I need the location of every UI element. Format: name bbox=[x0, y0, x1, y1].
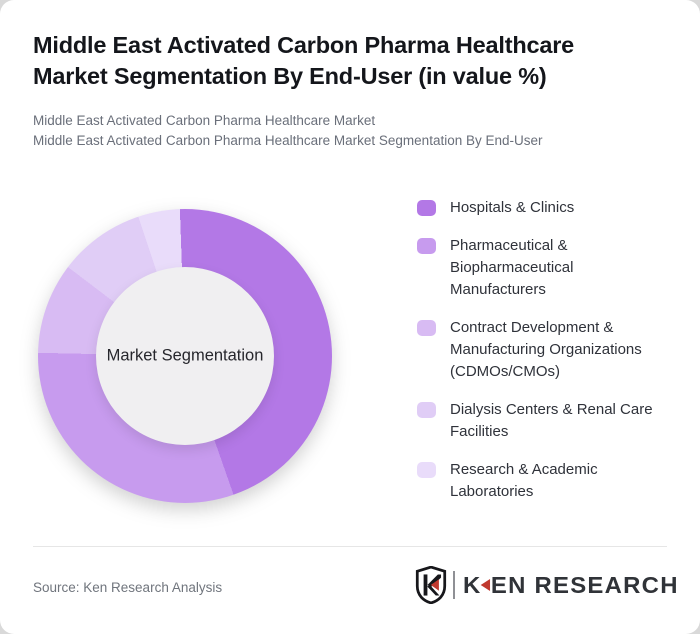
legend-swatch-icon bbox=[417, 402, 436, 418]
donut-center-label: Market Segmentation bbox=[106, 346, 264, 365]
shield-red-triangle-icon bbox=[430, 579, 439, 591]
legend-swatch-icon bbox=[417, 238, 436, 254]
subtitle-line-2: Middle East Activated Carbon Pharma Heal… bbox=[33, 133, 543, 148]
legend: Hospitals & Clinics Pharmaceutical & Bio… bbox=[417, 197, 669, 503]
legend-item-label: Dialysis Centers & Renal Care Facilities bbox=[450, 401, 653, 440]
legend-item-label: Pharmaceutical & Biopharmaceutical Manuf… bbox=[450, 237, 574, 298]
legend-item: Dialysis Centers & Renal Care Facilities bbox=[417, 399, 669, 443]
legend-item: Research & Academic Laboratories bbox=[417, 459, 669, 503]
legend-swatch-icon bbox=[417, 320, 436, 336]
subtitle-block: Middle East Activated Carbon Pharma Heal… bbox=[33, 111, 543, 151]
legend-swatch-icon bbox=[417, 200, 436, 216]
page-title: Middle East Activated Carbon Pharma Heal… bbox=[33, 32, 575, 89]
legend-item-label: Research & Academic Laboratories bbox=[450, 461, 598, 500]
wordmark-k: K bbox=[462, 571, 482, 598]
donut-chart: Market Segmentation bbox=[38, 209, 332, 503]
legend-item-label: Hospitals & Clinics bbox=[450, 199, 575, 216]
ken-research-logo: K EN RESEARCH bbox=[415, 566, 677, 604]
legend-item: Pharmaceutical & Biopharmaceutical Manuf… bbox=[417, 235, 669, 301]
legend-item: Hospitals & Clinics bbox=[417, 197, 669, 219]
legend-item: Contract Development & Manufacturing Org… bbox=[417, 317, 669, 383]
wordmark-rest: EN RESEARCH bbox=[490, 571, 679, 598]
ken-shield-icon bbox=[415, 566, 446, 604]
donut-hole: Market Segmentation bbox=[96, 267, 274, 445]
legend-item-label: Contract Development & Manufacturing Org… bbox=[450, 319, 642, 380]
logo-red-triangle-icon bbox=[480, 579, 490, 591]
logo-divider bbox=[452, 571, 455, 599]
legend-swatch-icon bbox=[417, 462, 436, 478]
ken-research-wordmark: K EN RESEARCH bbox=[463, 572, 679, 599]
subtitle-line-1: Middle East Activated Carbon Pharma Heal… bbox=[33, 113, 376, 128]
source-text: Source: Ken Research Analysis bbox=[33, 580, 223, 595]
footer-divider bbox=[33, 546, 667, 547]
